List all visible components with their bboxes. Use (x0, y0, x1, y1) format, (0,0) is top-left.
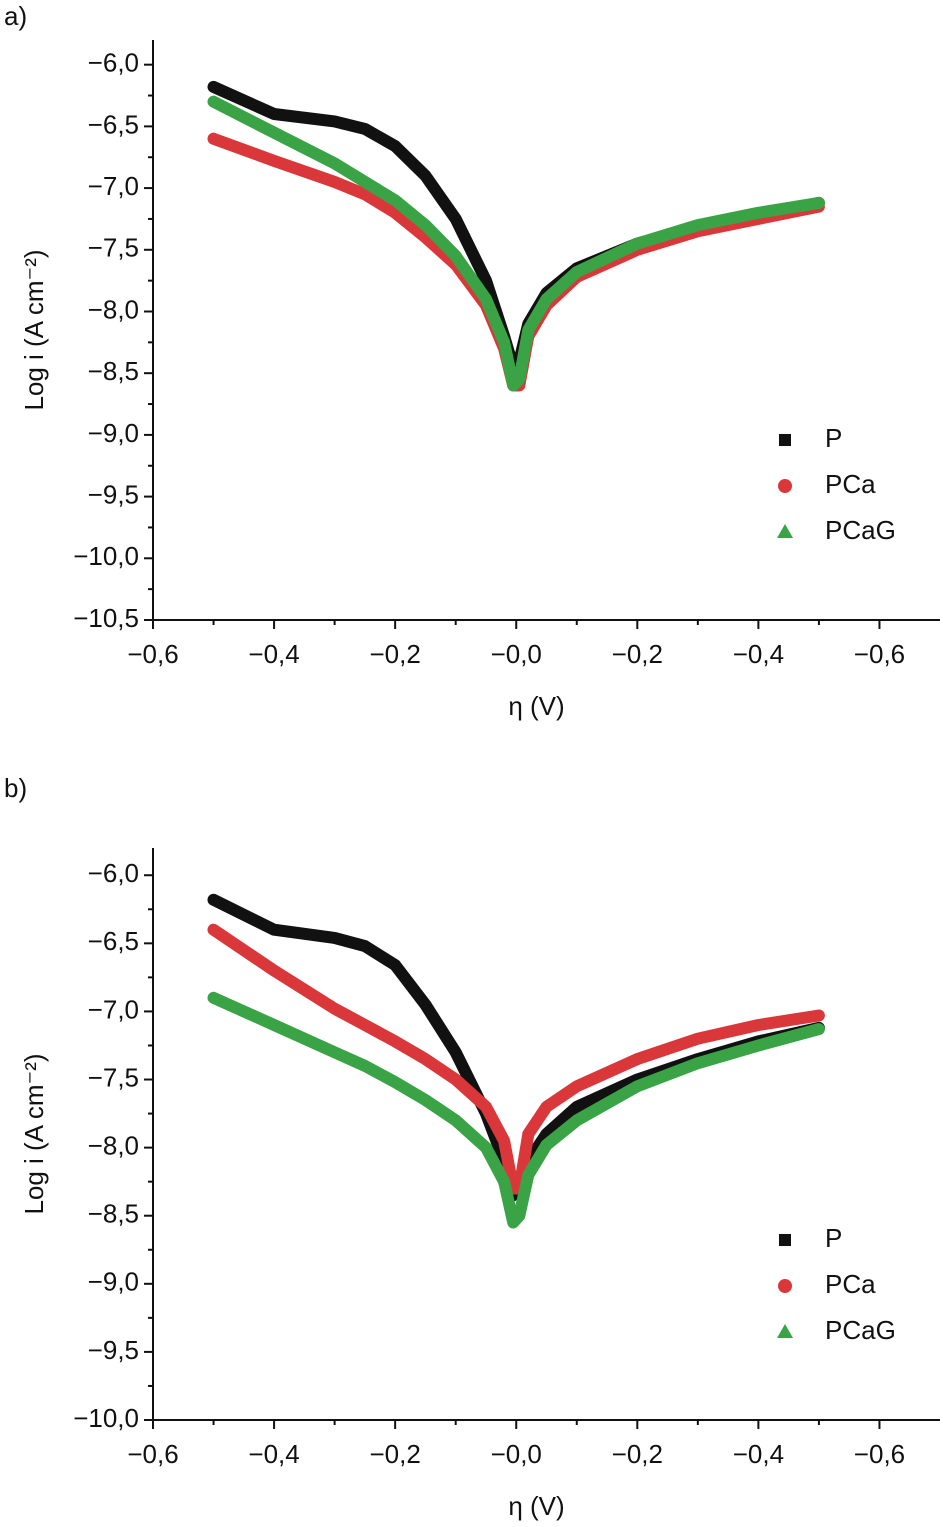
y-axis-title: Log i (A cm⁻²) (19, 249, 49, 410)
y-tick-label: −10,0 (73, 541, 139, 571)
x-tick-label: −0,4 (733, 639, 784, 669)
panel-label: a) (4, 1, 27, 31)
y-tick-label: −7,0 (88, 171, 139, 201)
y-tick-label: −9,0 (88, 418, 139, 448)
legend-marker (779, 1234, 791, 1246)
y-tick-label: −8,5 (88, 356, 139, 386)
y-tick-label: −6,0 (88, 48, 139, 78)
x-tick-label: −0,6 (854, 1439, 905, 1469)
y-tick-label: −6,5 (88, 109, 139, 139)
x-tick-label: −0,4 (733, 1439, 784, 1469)
x-tick-label: −0,6 (127, 1439, 178, 1469)
y-tick-label: −10,5 (73, 603, 139, 633)
series-line (207, 923, 825, 1195)
x-tick-label: −0,0 (491, 1439, 542, 1469)
legend-marker (778, 1279, 792, 1293)
y-tick-label: −9,5 (88, 1335, 139, 1365)
x-axis-title: η (V) (508, 1491, 564, 1521)
y-axis-title: Log i (A cm⁻²) (19, 1053, 49, 1214)
y-tick-label: −9,0 (88, 1267, 139, 1297)
legend-label: PCa (825, 469, 876, 499)
x-tick-label: −0,6 (127, 639, 178, 669)
x-tick-label: −0,2 (612, 1439, 663, 1469)
series-line (207, 95, 825, 392)
legend-marker (777, 1324, 793, 1338)
x-tick-label: −0,0 (491, 639, 542, 669)
y-tick-label: −6,5 (88, 926, 139, 956)
y-tick-label: −8,5 (88, 1199, 139, 1229)
x-tick-label: −0,2 (612, 639, 663, 669)
y-tick-label: −10,0 (73, 1403, 139, 1433)
panel-label: b) (4, 773, 27, 803)
y-tick-label: −8,0 (88, 294, 139, 324)
legend-label: P (825, 423, 842, 453)
y-tick-label: −7,5 (88, 1062, 139, 1092)
legend-label: P (825, 1223, 842, 1253)
series-line (207, 991, 825, 1229)
legend-label: PCaG (825, 515, 896, 545)
x-axis-title: η (V) (508, 691, 564, 721)
legend-marker (779, 434, 791, 446)
series-line (207, 893, 825, 1202)
legend-marker (778, 479, 792, 493)
x-tick-label: −0,6 (854, 639, 905, 669)
y-tick-label: −8,0 (88, 1130, 139, 1160)
x-tick-label: −0,4 (248, 1439, 299, 1469)
y-tick-label: −6,0 (88, 858, 139, 888)
y-tick-label: −7,0 (88, 994, 139, 1024)
legend-label: PCa (825, 1269, 876, 1299)
x-tick-label: −0,4 (248, 639, 299, 669)
x-tick-label: −0,2 (369, 1439, 420, 1469)
legend-marker (777, 524, 793, 538)
x-tick-label: −0,2 (369, 639, 420, 669)
y-tick-label: −7,5 (88, 233, 139, 263)
y-tick-label: −9,5 (88, 479, 139, 509)
legend-label: PCaG (825, 1315, 896, 1345)
